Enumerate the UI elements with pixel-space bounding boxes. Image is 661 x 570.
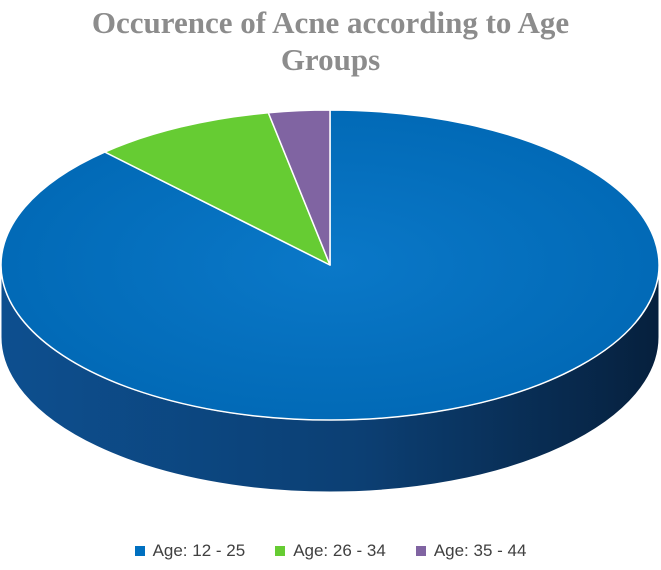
legend-item-age-35-44: Age: 35 - 44 [415, 541, 527, 561]
legend-item-age-26-34: Age: 26 - 34 [275, 541, 386, 561]
pie-slice-age-26-34 [104, 111, 331, 266]
legend-item-age-12-25: Age: 12 - 25 [134, 541, 246, 561]
legend: Age: 12 - 25 Age: 26 - 34 Age: 35 - 44 [0, 541, 661, 561]
pie-chart [0, 109, 660, 493]
chart-title-line-1: Occurence of Acne according to Age [91, 5, 570, 40]
chart-title: Occurence of Acne according to Age Group… [0, 4, 661, 78]
legend-label-age-12-25: Age: 12 - 25 [152, 541, 246, 560]
legend-swatch-age-26-34 [275, 546, 286, 556]
chart-title-line-2: Groups [280, 42, 381, 77]
legend-swatch-age-12-25 [134, 546, 145, 556]
legend-label-age-26-34: Age: 26 - 34 [293, 541, 386, 560]
pie-slice-age-35-44 [267, 109, 331, 266]
pie-top-face [0, 109, 660, 421]
legend-label-age-35-44: Age: 35 - 44 [433, 541, 527, 560]
legend-swatch-age-35-44 [415, 546, 426, 556]
